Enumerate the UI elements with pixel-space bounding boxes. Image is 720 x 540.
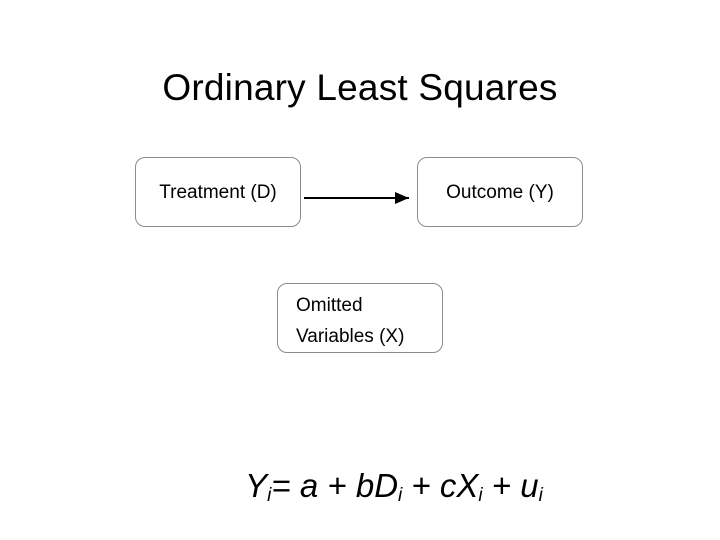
eq-u: u bbox=[520, 467, 539, 504]
node-outcome: Outcome (Y) bbox=[417, 157, 583, 227]
slide-title: Ordinary Least Squares bbox=[162, 67, 558, 108]
eq-y: Y bbox=[245, 467, 268, 504]
eq-y-sub: i bbox=[267, 485, 272, 506]
eq-plus-2: + bbox=[402, 467, 440, 504]
eq-x: X bbox=[456, 467, 479, 504]
eq-plus-3: + bbox=[482, 467, 521, 504]
eq-d: D bbox=[374, 467, 399, 504]
node-omitted-variables-label: Omitted Variables (X) bbox=[296, 295, 405, 347]
node-omitted-variables: Omitted Variables (X) bbox=[277, 283, 443, 353]
eq-b: b bbox=[355, 467, 375, 504]
node-treatment: Treatment (D) bbox=[135, 157, 301, 227]
eq-a: a bbox=[299, 467, 319, 504]
eq-x-sub: i bbox=[478, 485, 483, 506]
eq-plus-1: + bbox=[318, 467, 356, 504]
eq-d-sub: i bbox=[398, 485, 403, 506]
eq-equals: = bbox=[271, 467, 300, 504]
ols-equation: Yi= a + bDi + cXi + ui bbox=[0, 462, 720, 510]
eq-u-sub: i bbox=[538, 485, 543, 506]
node-treatment-label: Treatment (D) bbox=[159, 181, 277, 203]
node-outcome-label: Outcome (Y) bbox=[446, 181, 554, 203]
eq-c: c bbox=[439, 467, 457, 504]
